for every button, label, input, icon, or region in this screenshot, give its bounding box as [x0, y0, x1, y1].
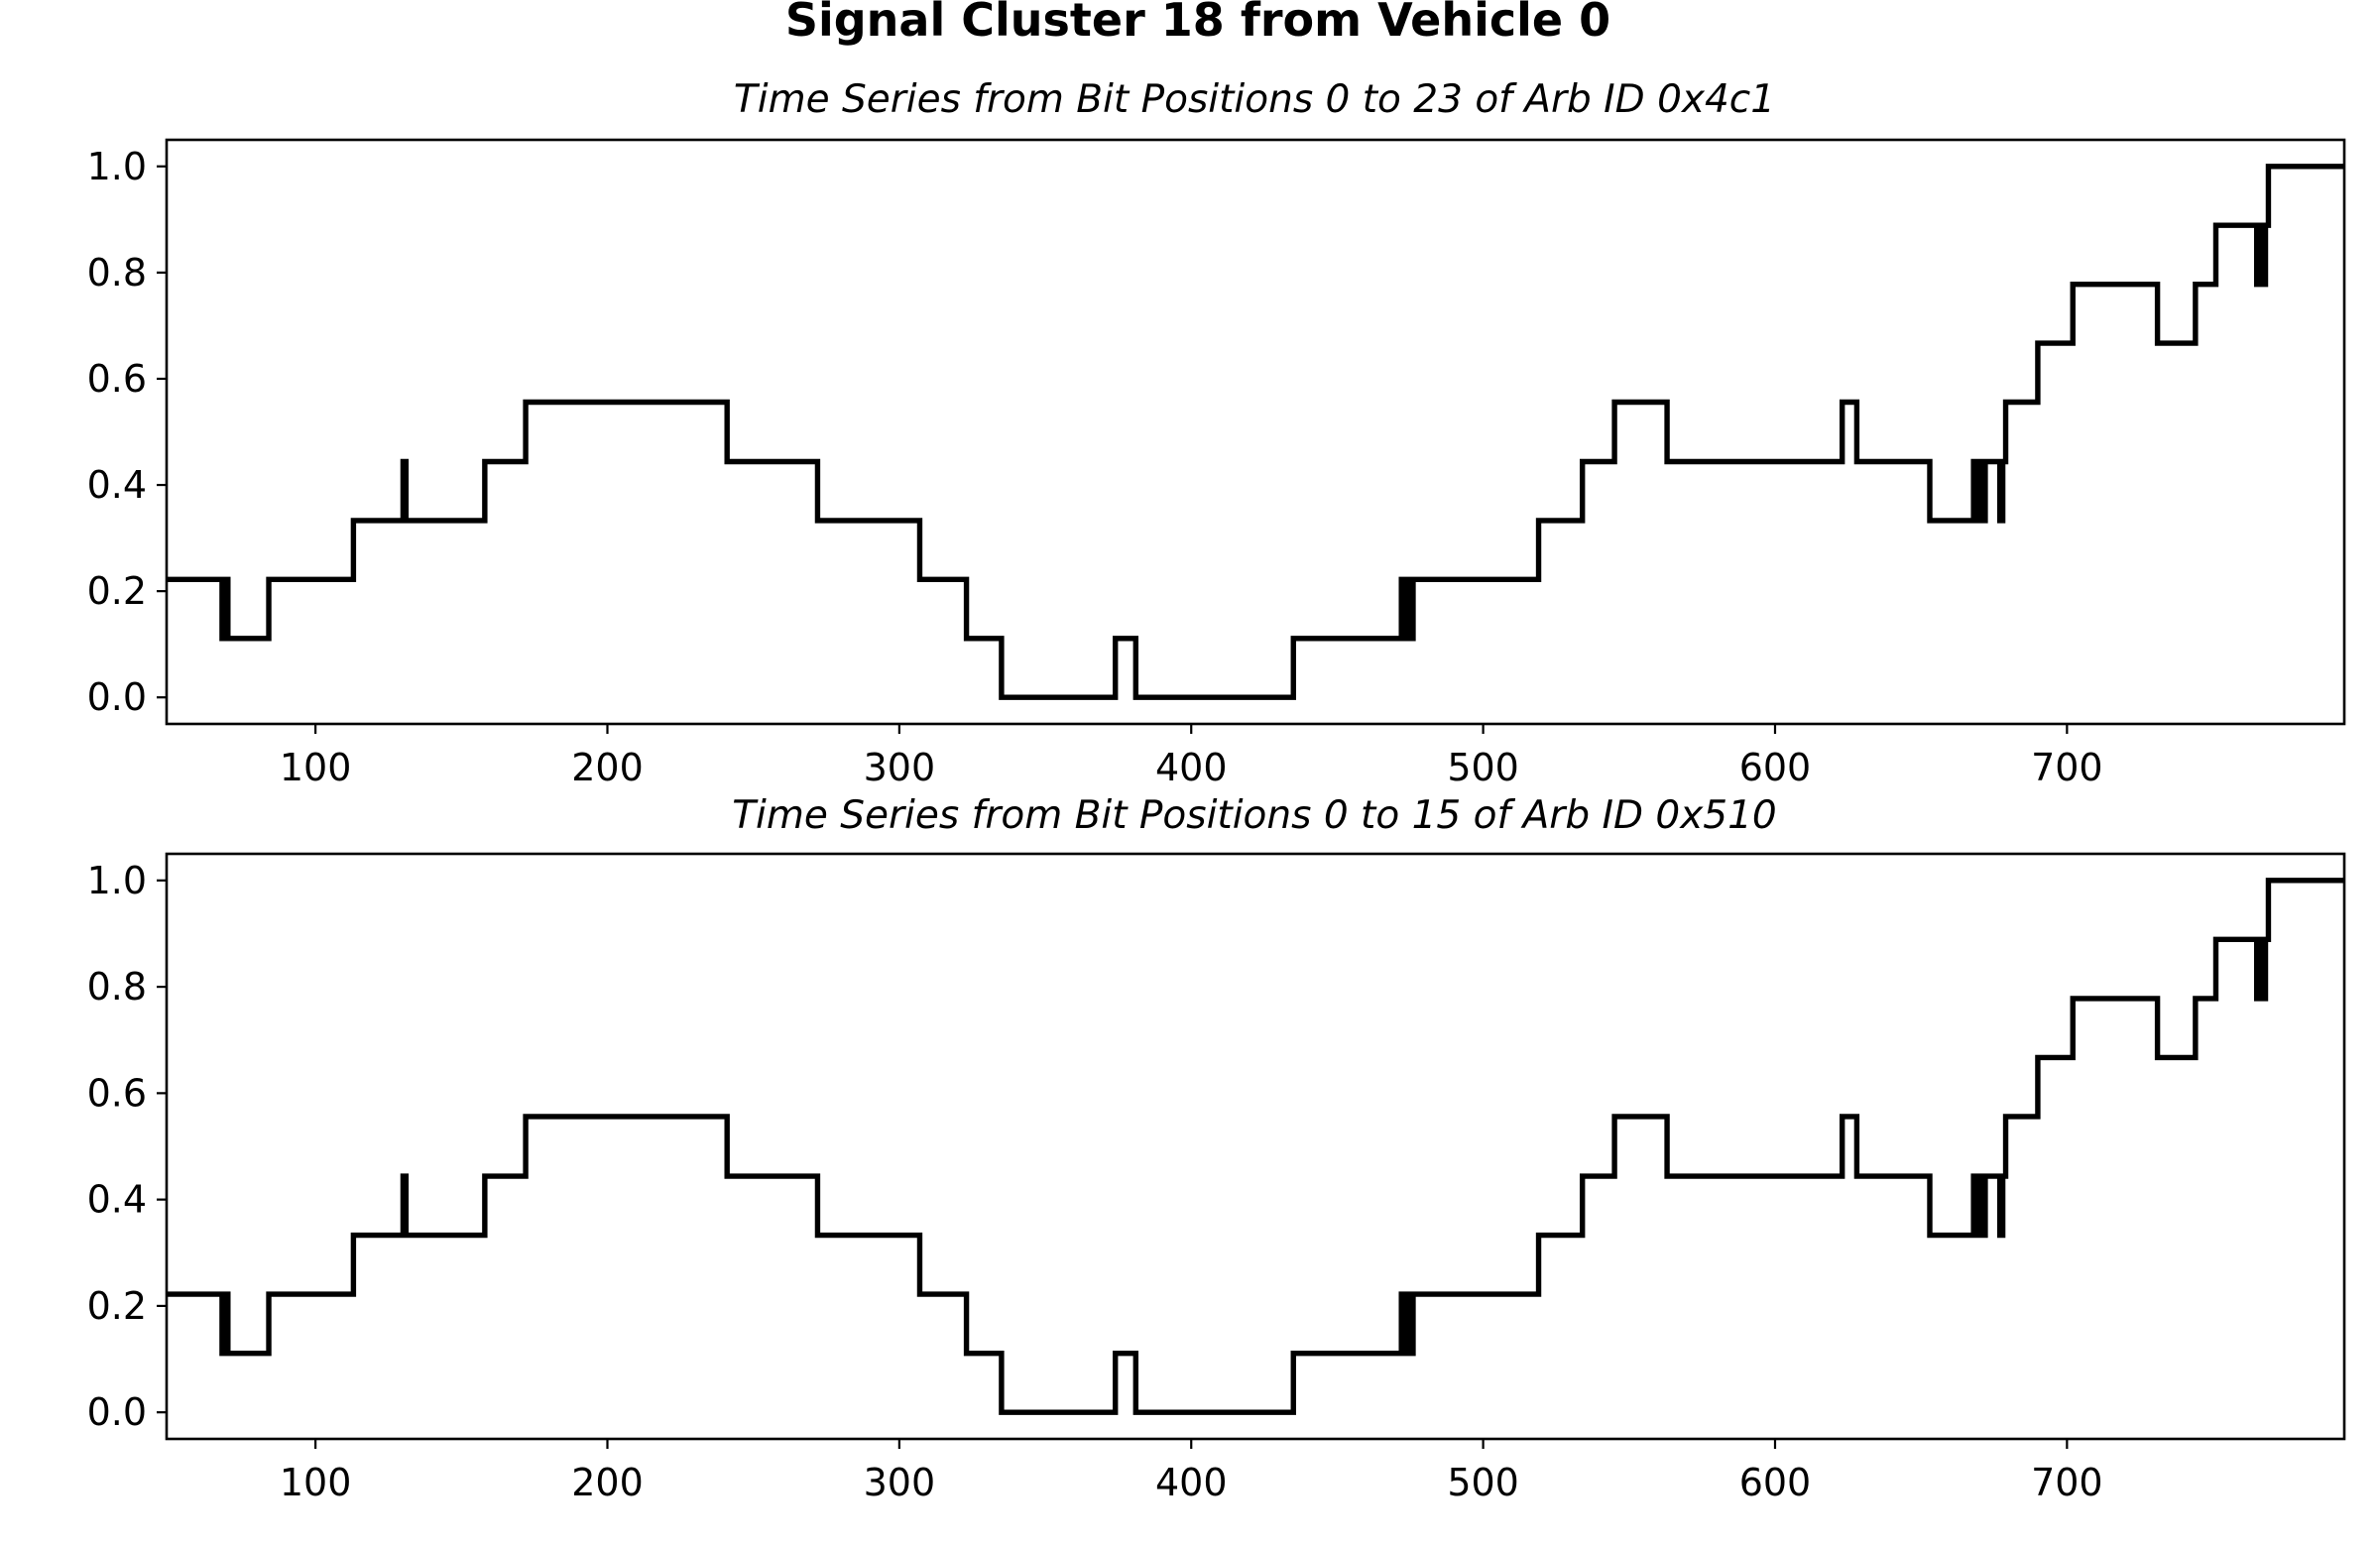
- x-tick-label: 400: [1155, 1461, 1228, 1504]
- series-line: [167, 164, 2344, 700]
- x-tick-label: 200: [571, 1461, 644, 1504]
- x-tick-label: 400: [1155, 746, 1228, 789]
- x-tick-label: 100: [280, 1461, 352, 1504]
- y-tick-label: 0.2: [87, 569, 147, 613]
- x-tick-label: 100: [280, 746, 352, 789]
- y-tick-label: 0.6: [87, 1071, 147, 1115]
- x-tick-label: 500: [1447, 1461, 1519, 1504]
- x-tick-label: 300: [864, 1461, 936, 1504]
- x-tick-label: 700: [2031, 1461, 2103, 1504]
- y-tick-label: 0.4: [87, 1178, 147, 1222]
- x-tick-label: 600: [1739, 1461, 1812, 1504]
- axes-frame: [165, 852, 2346, 1441]
- axes-frame: [165, 138, 2346, 726]
- y-tick-label: 1.0: [87, 145, 147, 188]
- subplot-top: Time Series from Bit Positions 0 to 23 o…: [87, 77, 2346, 789]
- x-tick-label: 300: [864, 746, 936, 789]
- y-tick-label: 1.0: [87, 859, 147, 902]
- y-tick-label: 0.0: [87, 1390, 147, 1434]
- y-tick-label: 0.4: [87, 463, 147, 507]
- subplot-title: Time Series from Bit Positions 0 to 15 o…: [732, 793, 1777, 838]
- x-tick-label: 200: [571, 746, 644, 789]
- figure-suptitle: Signal Cluster 18 from Vehicle 0: [785, 0, 1610, 47]
- y-tick-label: 0.8: [87, 965, 147, 1009]
- plot-area: 100 200 300 400 500 600 700 0.0 0.2 0.4 0.6 0.8 1.0: [87, 138, 2346, 789]
- x-tick-label: 500: [1447, 746, 1519, 789]
- x-tick-label: 700: [2031, 746, 2103, 789]
- series-line: [167, 878, 2344, 1415]
- y-tick-label: 0.2: [87, 1284, 147, 1328]
- subplot-title: Time Series from Bit Positions 0 to 23 o…: [734, 77, 1775, 122]
- x-tick-label: 600: [1739, 746, 1812, 789]
- y-tick-label: 0.0: [87, 675, 147, 719]
- plot-area: 100 200 300 400 500 600 700 0.0 0.2 0.4 0.6 0.8 1.0: [87, 852, 2346, 1504]
- subplot-bottom: Time Series from Bit Positions 0 to 15 o…: [87, 793, 2346, 1504]
- y-tick-label: 0.6: [87, 357, 147, 401]
- y-tick-label: 0.8: [87, 251, 147, 295]
